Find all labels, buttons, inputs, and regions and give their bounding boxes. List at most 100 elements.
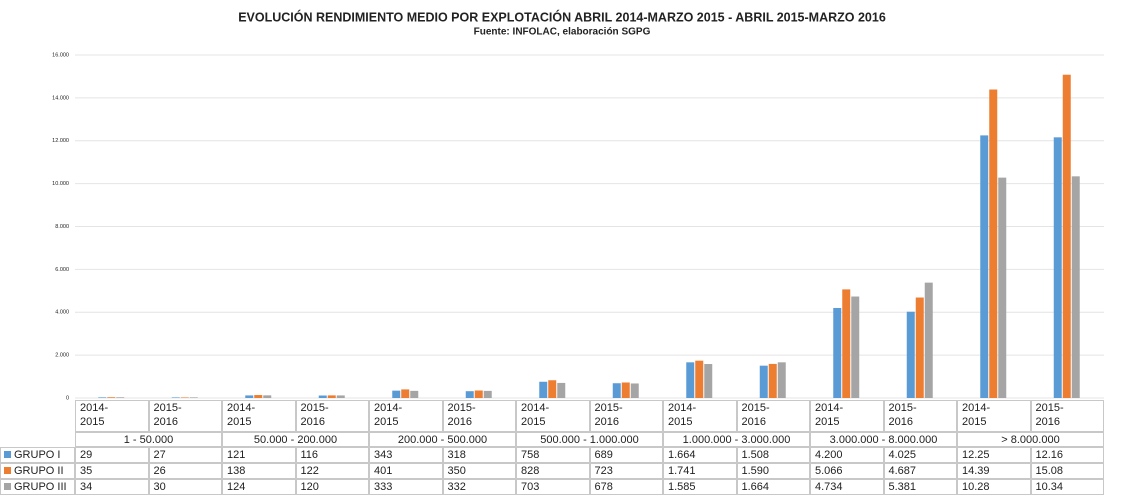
table-value: 138 [222,463,296,479]
table-value: 1.590 [736,463,810,479]
legend-swatch [4,483,11,490]
bar [759,365,768,398]
bar [318,395,327,398]
table-value: 122 [295,463,369,479]
table-value: 10.28 [957,479,1031,495]
bar [989,89,998,398]
category-label: 2014- 2015 [516,400,590,432]
y-tick-label: 8.000 [55,224,69,230]
table-value: 29 [75,447,149,463]
category-label: 2015- 2016 [736,400,810,432]
bar [842,289,851,398]
bar [245,395,254,398]
bar [557,382,566,398]
bar [998,177,1007,398]
legend-label: GRUPO I [14,449,61,461]
bar [548,380,557,398]
y-tick-label: 12.000 [52,138,69,144]
bar [777,362,786,398]
table-value: 10.34 [1030,479,1104,495]
category-label: 2015- 2016 [589,400,663,432]
legend-swatch [4,467,11,474]
legend-entry: GRUPO I [0,447,75,463]
y-tick-label: 6.000 [55,267,69,273]
bar [107,397,116,398]
chart-subtitle: Fuente: INFOLAC, elaboración SGPG [474,27,651,38]
legend-entry: GRUPO II [0,463,75,479]
bar [1071,176,1080,398]
bar [336,395,345,398]
bar [906,311,915,398]
bar [327,395,336,398]
table-value: 12.16 [1030,447,1104,463]
table-value: 35 [75,463,149,479]
table-value: 678 [589,479,663,495]
table-value: 1.664 [663,447,737,463]
table-value: 332 [442,479,516,495]
bar [483,390,492,398]
category-label: 2015- 2016 [442,400,516,432]
bar [189,397,198,398]
bar [474,390,483,398]
category-label: 2015- 2016 [883,400,957,432]
table-value: 26 [148,463,222,479]
table-value: 4.200 [810,447,884,463]
bar [410,390,419,398]
y-tick-label: 0 [66,395,69,401]
bar [254,395,263,398]
bar [695,360,704,398]
bar [686,362,695,398]
table-value: 15.08 [1030,463,1104,479]
bar [612,383,621,398]
category-label: 2015- 2016 [148,400,222,432]
category-label: 2014- 2015 [75,400,149,432]
bar [621,382,630,398]
legend-entry: GRUPO III [0,479,75,495]
group-label: 3.000.000 - 8.000.000 [810,432,957,447]
category-label: 2014- 2015 [222,400,296,432]
chart-title: EVOLUCIÓN RENDIMIENTO MEDIO POR EXPLOTAC… [238,9,886,24]
group-label: > 8.000.000 [957,432,1104,447]
bar [915,297,924,398]
bar [171,397,180,398]
bar [1062,74,1071,398]
category-label: 2015- 2016 [1030,400,1104,432]
table-value: 120 [295,479,369,495]
table-value: 4.687 [883,463,957,479]
table-value: 4.025 [883,447,957,463]
table-value: 116 [295,447,369,463]
group-label: 500.000 - 1.000.000 [516,432,663,447]
table-value: 343 [369,447,443,463]
bar [630,383,639,398]
table-value: 30 [148,479,222,495]
table-value: 758 [516,447,590,463]
category-label: 2014- 2015 [810,400,884,432]
bar [263,395,272,398]
table-value: 350 [442,463,516,479]
table-value: 27 [148,447,222,463]
table-value: 703 [516,479,590,495]
y-tick-label: 10.000 [52,181,69,187]
y-tick-label: 14.000 [52,95,69,101]
bar [851,296,860,398]
group-label: 1 - 50.000 [75,432,222,447]
bar [465,391,474,398]
table-value: 5.381 [883,479,957,495]
bar [392,390,401,398]
bar [98,397,107,398]
bar [180,397,189,398]
bar [539,381,548,398]
table-value: 1.508 [736,447,810,463]
group-label: 1.000.000 - 3.000.000 [663,432,810,447]
bar [1053,137,1062,398]
table-value: 12.25 [957,447,1031,463]
table-value: 1.664 [736,479,810,495]
table-value: 14.39 [957,463,1031,479]
bar [704,364,713,398]
y-tick-label: 2.000 [55,353,69,359]
category-label: 2014- 2015 [369,400,443,432]
table-value: 401 [369,463,443,479]
table-value: 333 [369,479,443,495]
table-value: 1.585 [663,479,737,495]
table-value: 34 [75,479,149,495]
